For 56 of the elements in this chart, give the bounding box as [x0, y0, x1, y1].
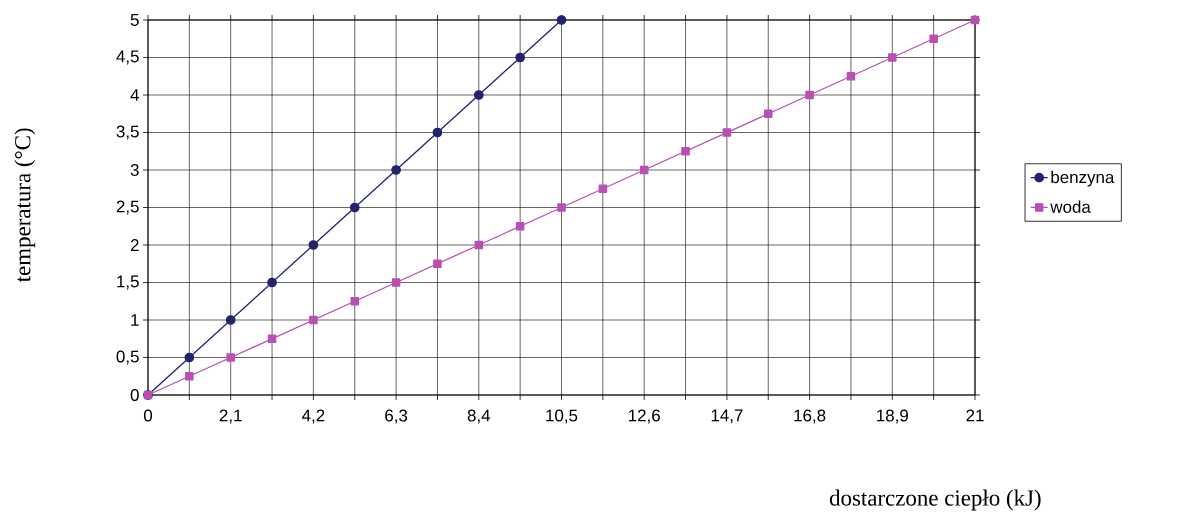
x-tick-label: 0 — [143, 409, 153, 422]
y-tick-label: 3,5 — [116, 125, 139, 140]
point — [970, 15, 980, 25]
point — [308, 240, 319, 250]
y-tick-label: 2,5 — [116, 200, 139, 215]
point — [473, 90, 484, 100]
point — [515, 52, 526, 63]
x-tick-label: 2,1 — [219, 409, 242, 424]
y-axis-title: temperatura (°C) — [14, 128, 36, 283]
y-tick-label: 2 — [130, 239, 139, 251]
point — [681, 147, 690, 156]
point — [226, 353, 235, 362]
y-tick-label: 4 — [130, 89, 139, 101]
point — [391, 165, 401, 175]
point — [805, 90, 814, 100]
y-tick-label: 1,5 — [117, 275, 139, 290]
legend-label: benzyna — [1051, 170, 1115, 187]
point — [929, 34, 938, 43]
x-tick-label: 12,6 — [629, 409, 660, 424]
point — [846, 72, 856, 81]
x-axis-title: dostarczone ciepło (kJ) — [829, 489, 1041, 511]
point — [184, 352, 195, 363]
point — [764, 109, 773, 118]
y-tick-label: 5 — [130, 14, 139, 26]
y-tick-label: 0,5 — [116, 350, 139, 365]
point — [474, 240, 484, 250]
point — [515, 222, 525, 231]
point — [432, 127, 443, 138]
legend-label: woda — [1050, 200, 1091, 213]
point — [598, 184, 608, 193]
x-tick-label: 16,8 — [794, 409, 826, 424]
x-tick-label: 14,7 — [711, 409, 743, 424]
point — [722, 128, 732, 137]
point — [309, 315, 318, 325]
x-tick-label: 6,3 — [385, 409, 408, 424]
x-tick-label: 18,9 — [877, 409, 908, 424]
point — [225, 315, 236, 325]
point — [888, 53, 897, 62]
x-tick-label: 21 — [966, 409, 984, 422]
point — [349, 202, 360, 213]
y-tick-label: 0 — [130, 389, 139, 401]
point — [557, 203, 566, 212]
point — [267, 334, 277, 343]
point — [350, 297, 359, 306]
y-tick-label: 4,5 — [116, 50, 139, 65]
point — [639, 165, 649, 175]
point — [391, 278, 401, 287]
point — [433, 259, 442, 268]
y-tick-label: 1 — [131, 314, 139, 326]
x-tick-label: 8,4 — [467, 409, 491, 424]
x-tick-label: 4,2 — [302, 409, 325, 424]
y-tick-label: 3 — [130, 164, 139, 176]
point — [185, 372, 194, 381]
x-tick-label: 10,5 — [546, 409, 578, 424]
point — [556, 15, 567, 25]
point — [267, 277, 277, 288]
